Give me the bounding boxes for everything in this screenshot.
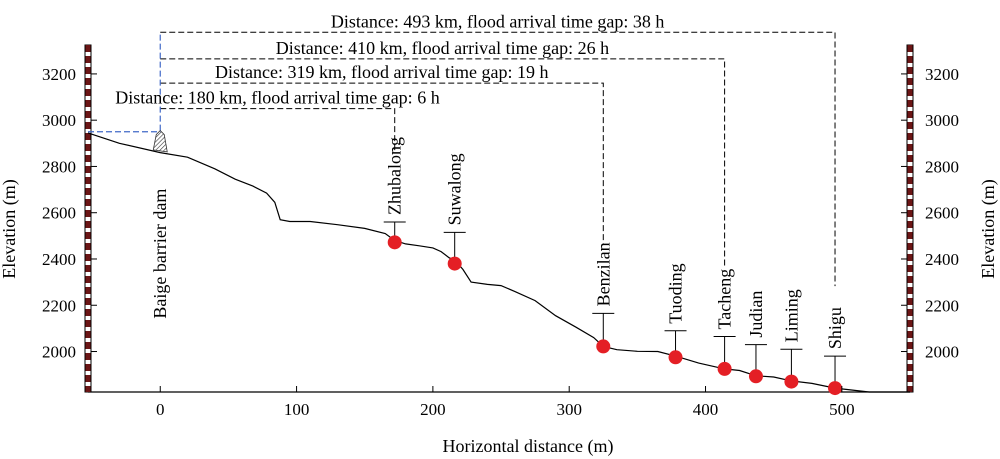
station-stems bbox=[383, 221, 847, 389]
station-points bbox=[387, 235, 843, 396]
y-tick-label-left: 3000 bbox=[42, 111, 76, 130]
station-label: Tacheng bbox=[715, 269, 735, 330]
station-label: Judian bbox=[746, 291, 766, 338]
x-tick-label: 200 bbox=[420, 400, 446, 419]
station-label: Liming bbox=[781, 289, 801, 342]
annotation-connector bbox=[160, 108, 396, 152]
distance-annotation: Distance: 180 km, flood arrival time gap… bbox=[115, 88, 439, 108]
barrier-dam-layer bbox=[88, 130, 168, 153]
station-label: Zhubalong bbox=[385, 137, 405, 215]
distance-annotation: Distance: 410 km, flood arrival time gap… bbox=[276, 38, 609, 58]
plot-frame bbox=[84, 44, 914, 393]
dam-label: Baige barrier dam bbox=[150, 189, 170, 319]
station-label: Shigu bbox=[825, 307, 845, 349]
x-tick-label: 300 bbox=[556, 400, 582, 419]
distance-annotation: Distance: 493 km, flood arrival time gap… bbox=[331, 11, 664, 31]
frame-left-bar bbox=[84, 44, 92, 393]
y-tick-label-right: 2800 bbox=[925, 157, 959, 176]
river-profile-line bbox=[87, 132, 910, 393]
x-tick-label: 100 bbox=[284, 400, 310, 419]
y-tick-label-right: 2200 bbox=[925, 296, 959, 315]
annotation-connector bbox=[160, 82, 604, 244]
y-tick-label-left: 2200 bbox=[42, 296, 76, 315]
station-point bbox=[748, 369, 763, 384]
x-tick-label: 400 bbox=[693, 400, 719, 419]
station-point bbox=[447, 256, 462, 271]
y-tick-label-left: 2600 bbox=[42, 204, 76, 223]
frame-right-bar bbox=[906, 44, 914, 393]
y-tick-label-left: 2000 bbox=[42, 343, 76, 362]
station-label: Tuoding bbox=[666, 263, 686, 323]
station-point bbox=[828, 381, 843, 396]
y-tick-label-right: 2400 bbox=[925, 250, 959, 269]
y-tick-label-right: 3200 bbox=[925, 65, 959, 84]
y-tick-label-right: 2600 bbox=[925, 204, 959, 223]
station-point bbox=[784, 374, 799, 389]
station-point bbox=[668, 350, 683, 365]
x-axis-ticks: 0 100 200 300 400 500 bbox=[156, 386, 855, 419]
x-axis-title: Horizontal distance (m) bbox=[443, 436, 614, 457]
distance-annotations: Distance: 180 km, flood arrival time gap… bbox=[115, 11, 664, 107]
station-label: Suwalong bbox=[445, 153, 465, 225]
x-tick-label: 0 bbox=[156, 400, 165, 419]
station-labels: Baige barrier dam Zhubalong Suwalong Benzil… bbox=[150, 137, 845, 349]
y-tick-label-left: 3200 bbox=[42, 65, 76, 84]
station-point bbox=[596, 339, 611, 354]
y-tick-label-right: 3000 bbox=[925, 111, 959, 130]
annotation-connectors bbox=[159, 31, 836, 287]
y-axis-title-right: Elevation (m) bbox=[978, 179, 999, 278]
station-label: Benzilan bbox=[593, 242, 613, 306]
station-point bbox=[717, 361, 732, 376]
annotation-connector bbox=[160, 58, 726, 267]
y-axis-ticks: 2000 2000 2200 2200 2400 2400 2600 2600 2800 2800… bbox=[42, 65, 959, 362]
y-tick-label-right: 2000 bbox=[925, 343, 959, 362]
y-tick-label-left: 2800 bbox=[42, 157, 76, 176]
river-profile-layer bbox=[87, 132, 910, 393]
y-axis-title-left: Elevation (m) bbox=[0, 179, 20, 278]
station-point bbox=[387, 235, 402, 250]
y-tick-label-left: 2400 bbox=[42, 250, 76, 269]
barrier-dam-shape bbox=[152, 130, 168, 153]
distance-annotation: Distance: 319 km, flood arrival time gap… bbox=[215, 62, 548, 82]
x-tick-label: 500 bbox=[829, 400, 855, 419]
